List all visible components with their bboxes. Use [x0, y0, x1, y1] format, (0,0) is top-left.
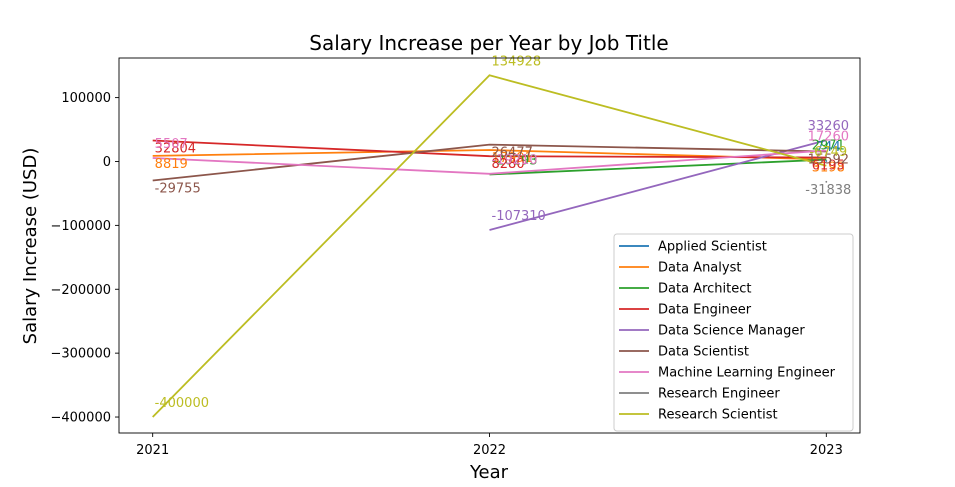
- legend-entry-label: Data Science Manager: [658, 324, 805, 339]
- data-label-data-analyst: 17991: [492, 151, 533, 166]
- data-label-machine-learning-engineer: 17260: [808, 129, 849, 144]
- data-label-data-engineer: 6195: [812, 159, 845, 174]
- series-line-data-engineer: [152, 139, 827, 159]
- data-label-data-science-manager: 33260: [808, 119, 849, 134]
- data-label-research-engineer: -31838: [805, 183, 851, 198]
- legend-box: [613, 233, 854, 432]
- data-label-data-scientist: 26477: [492, 146, 533, 161]
- data-label-data-scientist: 15592: [808, 153, 849, 168]
- legend-entry-label: Research Scientist: [658, 408, 778, 423]
- data-label-machine-learning-engineer: -19210: [492, 153, 538, 168]
- series-line-data-scientist: [152, 143, 827, 182]
- data-label-data-scientist: -29755: [155, 182, 201, 197]
- x-tick-label: 2022: [473, 443, 506, 458]
- legend-entry-label: Research Engineer: [658, 387, 780, 402]
- axes: 100000 0 −100000 −200000 −300000 −400000 2021 2…: [50, 57, 861, 458]
- data-label-data-science-manager: -107310: [492, 209, 546, 224]
- data-label-data-architect: -20293: [492, 153, 538, 168]
- legend-entry-label: Data Engineer: [658, 303, 752, 318]
- series-line-research-scientist: [152, 74, 827, 418]
- chart-title: Salary Increase per Year by Job Title: [309, 31, 668, 55]
- data-label-data-engineer: 32804: [155, 142, 196, 157]
- data-label-data-analyst: 8819: [155, 157, 188, 172]
- data-label-research-scientist: 134928: [492, 54, 542, 69]
- data-label-data-analyst: 3198: [812, 160, 845, 175]
- data-label-applied-scientist: 744: [816, 140, 841, 155]
- x-tick-label: 2023: [810, 443, 843, 458]
- x-axis-label: Year: [469, 462, 509, 483]
- x-tick-label: 2021: [136, 443, 169, 458]
- legend: Applied Scientist Data Analyst Data Archit…: [613, 233, 854, 432]
- y-tick-label: 100000: [61, 91, 111, 106]
- legend-entry-label: Data Analyst: [658, 261, 741, 276]
- data-label-machine-learning-engineer: 5507: [155, 137, 188, 152]
- y-tick-label: −400000: [50, 411, 111, 426]
- y-tick-label: −100000: [50, 219, 111, 234]
- data-label-research-scientist: -400000: [155, 396, 209, 411]
- legend-entry-label: Data Scientist: [658, 345, 749, 360]
- data-label-research-scientist: -6749: [809, 145, 847, 160]
- series-line-machine-learning-engineer: [152, 149, 827, 175]
- series-point-research-engineer: [825, 180, 828, 183]
- y-axis-label: Salary Increase (USD): [20, 148, 41, 345]
- legend-entry-label: Machine Learning Engineer: [658, 366, 836, 381]
- legend-entry-label: Data Architect: [658, 282, 751, 297]
- plot-area: [152, 74, 828, 418]
- data-label-data-architect: 2971: [812, 139, 845, 154]
- y-tick-label: −200000: [50, 283, 111, 298]
- series-line-data-architect: [489, 158, 827, 176]
- y-tick-label: −300000: [50, 347, 111, 362]
- series-point-applied-scientist: [825, 160, 828, 162]
- y-tick-label: 0: [103, 155, 111, 170]
- data-label-data-engineer: 8280: [492, 157, 525, 172]
- legend-entry-label: Applied Scientist: [658, 240, 767, 255]
